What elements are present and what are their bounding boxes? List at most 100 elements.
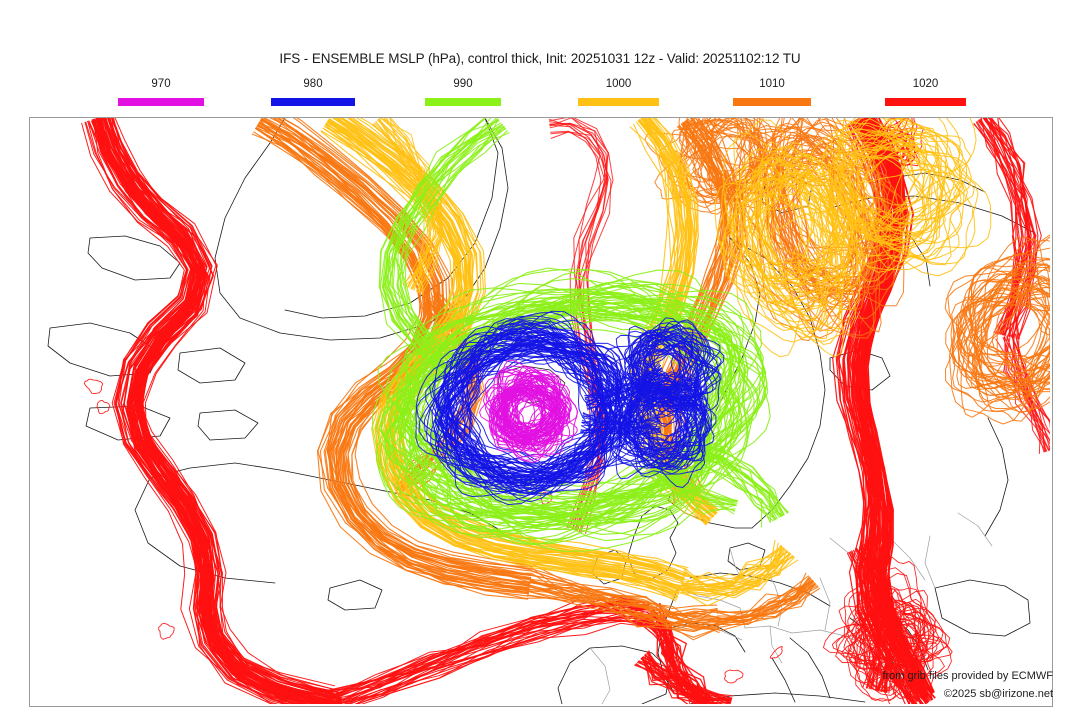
contour-1010-siberia-loop-e [951,288,1050,414]
contour-1020-greece-loop [848,591,923,684]
contour-1020-small-loop [769,646,783,659]
contour-990-envelope [390,324,730,531]
contour-1000-siberia-loop [721,166,820,358]
contour-980-secondary-northsea [647,389,701,447]
legend-swatch-1000 [578,98,659,106]
contour-1010-westeurope [529,579,719,624]
contour-1000-siberia-loop [754,152,833,294]
contour-1000-arctic-loop [857,118,948,257]
coastline-path [197,409,259,441]
contour-1020-spain-south [642,656,733,697]
contour-980-north-lobe [501,327,562,346]
contour-1000-arctic-loop [838,145,965,273]
contour-1010-centraleurope [718,582,816,626]
contour-1020-iberia-approach [354,618,648,704]
contour-1000-arctic-loop [834,118,930,244]
contour-980-link-north [587,379,669,411]
contour-1000-greenland [390,118,443,295]
contour-990-baltic-tail [690,444,785,516]
legend-label-990: 990 [453,78,473,90]
contour-1000-europe [681,539,776,586]
contour-1020-norway-weak [550,131,608,529]
country-border-path [957,512,993,547]
contour-1010-siberia-loop [771,118,877,288]
contour-1020-iberia-approach [329,606,649,704]
contour-980-link-north [586,378,669,409]
contour-1000-siberia-loop [731,179,845,332]
legend-label-970: 970 [151,78,171,90]
contour-group-1000 [320,118,992,607]
contour-1000-siberia-loop [762,175,843,326]
contour-980-primary-ring [443,338,604,469]
contour-1020-small-loop [723,669,744,684]
contour-1010-arctic-loop [679,118,757,190]
contour-1020-atlantic-ridge-core [100,118,324,704]
legend-item-970: 970 [118,78,204,110]
contour-1010-greenland-band [258,122,530,587]
contour-1010-siberia-loop-e [968,263,1050,384]
contour-1000-europe [681,550,789,590]
contour-1000-arctic-loop [837,118,974,265]
contour-990-envelope [384,278,748,536]
contour-1000-siberia-loop [750,168,854,345]
legend-item-990: 990 [425,78,501,110]
contour-1000-arctic-loop [821,122,928,246]
contour-1020-greece-loop [860,611,909,699]
contour-1000-europe [680,554,793,596]
contour-970-control [502,386,558,440]
contour-980-north-lobe [496,317,568,339]
contour-1020-small-loop [96,400,111,415]
contour-990-greenland-tail [400,127,506,364]
contour-980-secondary-northsea [619,381,715,455]
contour-1020-siberia [998,118,1032,340]
contour-1020-iberia-approach [327,596,649,699]
contour-1000-arctic-loop [831,118,963,245]
legend-swatch-970 [118,98,204,106]
contour-1000-arctic-loop [840,144,951,283]
contour-980-link-south [581,423,661,428]
contour-1000-arctic-loop [856,147,928,243]
contour-1010-siberia-loop-e [958,273,1050,418]
contour-1010-westeurope [532,568,718,625]
contour-1000-arctic-loop [839,150,931,232]
contour-1020-siberia-south [1002,336,1050,451]
contour-1010-centraleurope [716,575,809,614]
credit-source: from grib files provided by ECMWF [882,670,1053,682]
contour-990-baltic-tail [686,455,774,522]
contour-970-core [488,365,571,449]
contour-1020-greece-loop [859,595,903,670]
contour-1020-greece-loop [883,606,918,689]
legend-swatch-1010 [733,98,811,106]
contour-1000-arctic-loop [829,142,942,270]
contour-1010-arctic-loop [692,131,773,191]
contour-980-secondary-northsea [609,372,682,468]
contour-1000-greenland [377,119,443,294]
country-border-path [889,537,926,581]
contour-1020-iberia-approach [337,614,649,704]
contour-1020-atlantic-ridge [91,119,291,704]
contour-980-primary-ring [446,339,608,493]
contour-1020-spain-south [647,651,732,702]
contour-1010-siberia-loop-e [969,247,1050,384]
contour-1010-siberia-loop-e [951,278,1050,384]
contour-980-secondary-northsea [611,387,697,448]
contour-1010-siberia-loop-e [958,284,1050,409]
contour-990-greenland-tail [381,118,498,372]
contour-1020-small-loop [158,622,175,640]
map-frame [29,117,1053,707]
page-title: IFS - ENSEMBLE MSLP (hPa), control thick… [279,51,801,66]
legend-swatch-980 [271,98,355,106]
contour-1010-siberia-loop-e [975,266,1050,359]
contour-1010-westeurope [530,574,718,618]
contour-990-envelope [380,302,728,526]
contour-1020-spain-south [640,657,733,701]
contour-980-link-north [586,369,664,407]
contour-1020-atlantic-ridge-core [105,118,341,704]
contour-980-primary-ring [434,337,595,496]
contour-1000-arctic-loop [823,126,948,228]
contour-1000-arctic-loop [845,142,951,244]
contour-1010-siberia-loop-e [976,236,1050,400]
contour-1000-siberia-loop [744,209,862,308]
contour-1020-iberia-approach [326,604,649,697]
